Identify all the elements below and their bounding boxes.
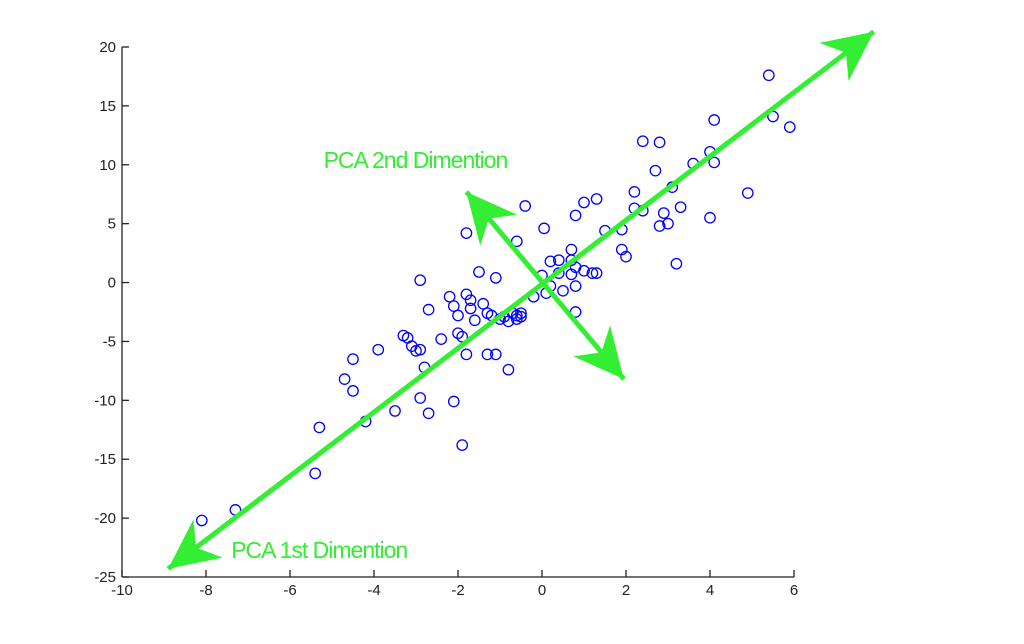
data-point [590,193,603,205]
data-point [468,314,481,327]
arrowhead-icon [466,191,517,246]
pca-1st-dimension-label: PCA 1st Dimention [231,537,407,563]
data-point [460,348,473,361]
data-point [557,284,569,297]
y-tick-label: -25 [94,569,116,586]
data-point [565,243,578,256]
data-point [578,196,590,209]
data-point [195,514,208,527]
data-point [704,211,716,224]
data-point [338,373,351,385]
data-point [515,307,527,320]
data-point [489,271,502,284]
data-point [569,280,582,292]
data-point [422,303,435,316]
data-point [544,255,557,268]
data-point [447,395,460,408]
data-point [708,156,721,169]
x-tick-label: -8 [199,582,212,599]
data-point [347,353,359,365]
data-point [414,392,427,404]
x-tick-label: -10 [111,582,133,599]
x-tick-label: 0 [538,582,546,599]
data-point [653,220,666,232]
data-point [464,302,477,315]
data-point [347,385,359,397]
data-point [414,343,427,356]
data-point [489,348,502,361]
y-tick-label: 5 [108,216,116,233]
data-point [578,264,590,277]
x-tick-label: 2 [622,582,630,599]
data-point [372,343,385,356]
data-point [481,348,494,361]
data-point [464,294,477,307]
data-point [515,310,527,323]
x-tick-label: -2 [451,582,464,599]
data-point [313,421,326,434]
data-point [783,121,796,133]
pca-arrows [166,29,876,571]
y-tick-label: 15 [99,98,116,115]
data-point [510,235,523,248]
arrowhead-icon [168,519,223,569]
x-tick-label: 6 [790,582,798,599]
data-point [657,207,670,219]
y-tick-label: 0 [108,275,116,292]
x-tick-label: -4 [367,582,380,599]
data-point [628,186,641,198]
data-point [443,290,456,303]
data-point [662,217,674,230]
y-tick-label: 20 [99,39,116,56]
y-tick-label: 10 [99,157,116,174]
data-point [435,333,448,345]
pca-2nd-dimension-label: PCA 2nd Dimention [324,147,508,173]
pca-2nd-axis-line [464,190,626,381]
y-tick-label: -15 [94,451,116,468]
y-tick-label: -5 [103,333,116,350]
scatter-points [195,69,796,527]
data-point [460,288,473,301]
arrowhead-icon [819,31,874,82]
data-point [460,227,473,239]
data-point [762,69,775,82]
data-point [452,327,464,340]
data-point [741,187,754,199]
data-point [473,266,485,278]
data-point [552,254,565,267]
pca-1st-axis-line [166,29,876,571]
y-tick-label: -20 [94,510,116,527]
data-point [708,114,721,126]
arrowhead-icon [573,325,624,380]
data-point [309,467,322,480]
data-point [452,309,464,322]
data-point [447,300,460,312]
data-point [569,209,582,222]
data-point [674,201,687,214]
data-point [670,257,683,270]
data-point [389,405,401,417]
data-point [502,363,515,376]
data-point [590,267,603,279]
data-point [636,135,649,148]
data-point [649,164,662,177]
data-point [586,267,599,279]
x-tick-label: -6 [283,582,296,599]
x-tick-label: 4 [706,582,714,599]
data-point [422,407,435,420]
data-point [538,222,550,235]
data-point [414,274,427,287]
data-point [477,297,490,310]
data-point [519,200,532,212]
data-point [653,136,666,149]
data-point [456,439,469,451]
y-tick-label: -10 [94,392,116,409]
data-point [620,250,632,263]
